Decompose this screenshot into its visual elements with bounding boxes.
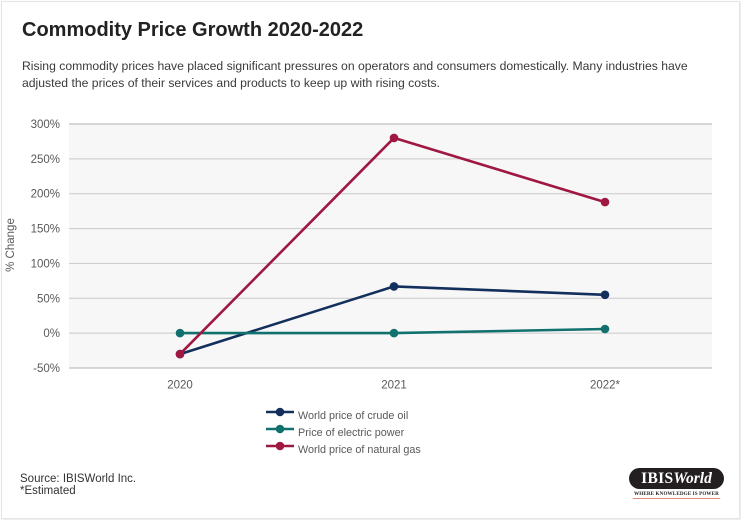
svg-text:200%: 200% [31, 189, 60, 201]
svg-text:0%: 0% [43, 328, 60, 340]
svg-text:100%: 100% [31, 258, 60, 270]
svg-text:-50%: -50% [33, 363, 60, 375]
svg-text:300%: 300% [31, 119, 60, 131]
svg-text:250%: 250% [31, 154, 60, 166]
svg-text:2020: 2020 [167, 380, 193, 392]
svg-text:% Change: % Change [5, 218, 17, 272]
svg-text:150%: 150% [31, 224, 60, 236]
svg-text:50%: 50% [37, 293, 60, 305]
svg-text:2021: 2021 [381, 380, 407, 392]
svg-text:2022*: 2022* [590, 380, 621, 392]
